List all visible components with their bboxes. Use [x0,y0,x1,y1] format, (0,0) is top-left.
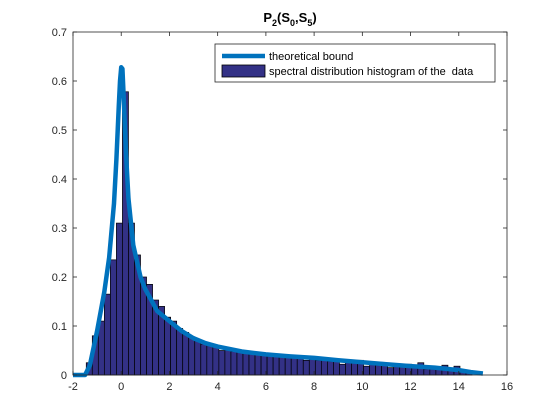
y-tick-label: 0 [61,370,67,382]
x-tick-label: -2 [68,381,78,393]
x-tick-label: 0 [118,381,124,393]
histogram-bar [170,320,178,376]
y-tick-label: 0.6 [52,76,67,88]
histogram-bar [320,359,328,376]
histogram-bar [176,328,184,376]
histogram-bar [266,355,274,376]
histogram-bar [290,357,298,376]
histogram-bar [393,365,401,376]
title-open: (S [277,10,290,25]
legend-label-bound: theoretical bound [269,51,353,63]
x-tick-label: 10 [356,381,368,393]
y-tick-label: 0.2 [52,272,67,284]
histogram-bar [248,353,256,376]
histogram-bar [103,293,111,376]
histogram-bar [224,349,232,376]
histogram-bar [327,360,334,376]
title-close: ) [312,10,316,25]
y-axis-ticks: 0 0.1 0.2 0.3 0.4 0.5 0.6 0.7 [52,27,507,382]
theoretical-bound-curve [73,65,484,378]
x-tick-label: 16 [501,381,513,393]
histogram-bar [351,362,358,376]
title-subscript-1: 2 [272,18,277,28]
histogram-bar [188,336,196,376]
title-main: P [263,10,272,25]
histogram-bar [296,357,304,376]
histogram-bar [206,345,214,376]
histogram-bar [423,368,431,376]
histogram-bar [236,351,244,376]
x-tick-label: 2 [166,381,172,393]
histogram-bar [314,359,322,376]
x-tick-label: 6 [263,381,269,393]
histogram-bar [254,354,262,376]
histogram-bar [363,365,370,376]
histogram-bar [333,360,340,376]
histogram-bar [212,346,220,376]
histogram-bar [182,332,190,376]
histogram-bar [387,367,395,376]
title-mid: ,S [295,10,308,25]
legend: theoretical bound spectral distribution … [214,43,496,83]
histogram-bar [164,316,171,376]
histogram-bar [339,363,346,376]
legend-bar-swatch [221,64,266,78]
y-tick-label: 0.1 [52,321,67,333]
histogram-bar [284,355,292,376]
histogram-bar [242,352,250,376]
x-axis-ticks: -2 0 2 4 6 8 10 12 14 16 [68,32,513,393]
y-tick-label: 0.4 [52,174,67,186]
histogram-bar [429,368,437,376]
legend-label-histogram: spectral distribution histogram of the d… [269,66,474,78]
histogram-bar [375,364,382,376]
chart-title: P2(S0,S5) [263,10,316,28]
title-subscript-2: 0 [290,18,295,28]
histogram-bar [230,351,238,376]
title-subscript-3: 5 [307,18,312,28]
histogram-bar [278,355,286,376]
axes-box [72,31,508,376]
histogram-bar [194,340,202,376]
histogram-bar [218,350,226,376]
y-tick-label: 0.3 [52,223,67,235]
histogram-bar [116,222,123,376]
histogram-bar [302,359,310,376]
x-tick-label: 14 [453,381,465,393]
histogram-bar [200,343,208,376]
y-tick-label: 0.5 [52,125,67,137]
x-tick-label: 12 [404,381,416,393]
x-tick-label: 4 [215,381,221,393]
x-tick-label: 8 [311,381,317,393]
histogram-bar [110,259,117,376]
y-tick-label: 0.7 [52,27,67,39]
